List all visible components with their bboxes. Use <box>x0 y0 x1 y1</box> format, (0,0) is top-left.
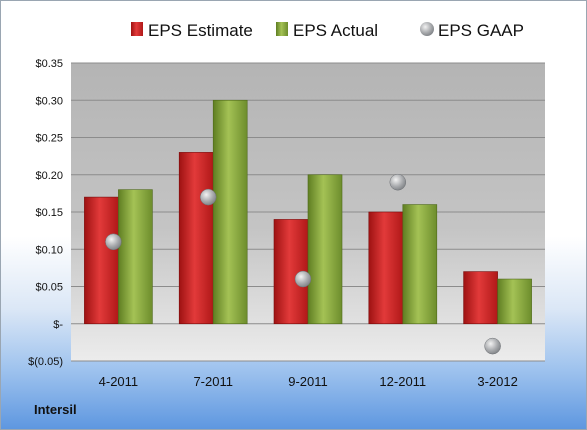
gaap-marker <box>484 337 501 355</box>
bar-eps-actual <box>497 278 532 325</box>
y-tick-label: $(0.05) <box>28 356 63 368</box>
y-tick-label: $0.30 <box>35 95 63 107</box>
legend-swatch <box>420 22 434 36</box>
x-tick-label: 12-2011 <box>379 374 426 389</box>
y-axis: $0.35 $0.30 $0.25 $0.20 $0.15 $0.10 $0.05 $- $(0… <box>28 58 63 368</box>
bar-eps-estimate <box>273 219 309 325</box>
y-tick-label: $0.25 <box>35 133 63 145</box>
x-tick-label: 3-2012 <box>477 374 517 389</box>
legend-label: EPS Estimate <box>148 21 253 40</box>
legend-swatch <box>276 22 288 36</box>
y-tick-label: $0.15 <box>35 207 63 219</box>
gaap-marker <box>199 188 217 206</box>
legend-label: EPS Actual <box>293 21 378 40</box>
gaap-marker <box>105 233 122 251</box>
y-tick-label: $0.10 <box>35 244 63 256</box>
bar-eps-estimate <box>84 196 119 325</box>
y-tick-label: $0.35 <box>35 58 63 70</box>
y-tick-label: $- <box>53 319 63 331</box>
bars <box>84 99 532 325</box>
x-tick-label: 4-2011 <box>99 374 139 389</box>
bar-eps-actual <box>212 99 248 325</box>
gaap-marker <box>389 173 407 191</box>
company-name: Intersil <box>34 402 77 417</box>
bar-eps-estimate <box>178 152 214 325</box>
x-axis: 4-2011 7-2011 9-2011 12-2011 3-2012 <box>99 374 518 389</box>
y-tick-label: $0.05 <box>35 282 63 294</box>
bar-eps-estimate <box>368 211 404 325</box>
legend-label: EPS GAAP <box>438 21 524 40</box>
legend-swatch <box>131 22 143 36</box>
bar-eps-actual <box>307 174 343 325</box>
bar-eps-actual <box>118 189 153 325</box>
gaap-markers <box>105 173 501 355</box>
bar-eps-estimate <box>463 271 498 325</box>
x-tick-label: 9-2011 <box>288 374 328 389</box>
x-tick-label: 7-2011 <box>193 374 233 389</box>
legend: EPS Estimate EPS Actual EPS GAAP <box>131 21 524 40</box>
bar-eps-actual <box>402 204 438 325</box>
gaap-marker <box>294 270 312 288</box>
y-tick-label: $0.20 <box>35 170 63 182</box>
